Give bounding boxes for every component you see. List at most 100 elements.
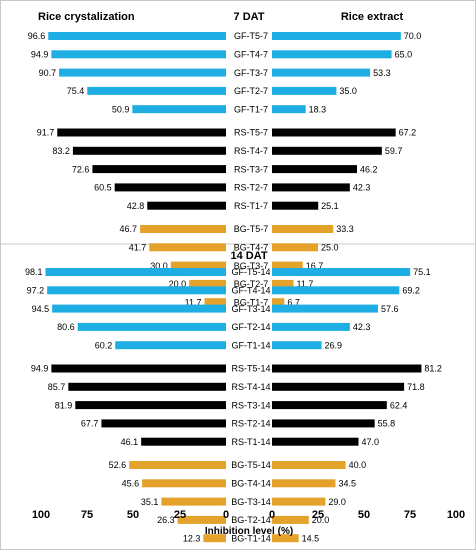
value-label-right: 34.5 (338, 479, 356, 489)
bar-right (272, 68, 371, 77)
category-label: BG-T3-7 (234, 261, 269, 271)
value-label-right: 75.1 (413, 267, 431, 277)
bar-right (272, 341, 322, 350)
value-label-right: 6.7 (287, 297, 300, 307)
bars-layer: GF-T5-7 96.6 70.0 GF-T4-7 94.9 65.0 GF-T3-7 90.… (25, 31, 442, 543)
bar-right (272, 268, 411, 276)
bar-right (272, 128, 396, 137)
value-label-left: 50.9 (112, 104, 130, 114)
bar-left (72, 146, 226, 155)
value-label-right: 35.0 (339, 86, 357, 96)
value-label-right: 25.0 (321, 243, 339, 253)
bar-right (272, 201, 319, 210)
bar-right (272, 322, 350, 331)
category-label: GF-T4-14 (231, 286, 270, 296)
x-tick-right: 50 (358, 509, 370, 521)
x-axis-right: 0 25 50 75 100 (269, 509, 465, 521)
category-label: GF-T1-14 (231, 340, 270, 350)
x-tick-right: 100 (447, 509, 465, 521)
category-label: RS-T5-7 (234, 128, 268, 138)
value-label-right: 16.7 (306, 261, 324, 271)
value-label-right: 62.4 (390, 400, 408, 410)
bar-left (115, 341, 226, 350)
bar-left (51, 364, 226, 373)
bar-right (272, 86, 337, 95)
value-label-right: 53.3 (373, 68, 391, 78)
value-label-right: 40.0 (349, 460, 367, 470)
value-label-left: 98.1 (25, 267, 43, 277)
value-label-right: 57.6 (381, 304, 399, 314)
category-label: RS-T2-7 (234, 183, 268, 193)
category-label: GF-T3-7 (234, 68, 268, 78)
bar-left (141, 437, 226, 446)
bar-left (204, 298, 226, 307)
value-label-left: 46.1 (121, 437, 139, 447)
value-label-left: 45.6 (122, 479, 140, 489)
value-label-right: 55.8 (378, 419, 396, 429)
value-label-right: 11.7 (297, 279, 314, 289)
bar-left (75, 401, 226, 410)
value-label-left: 81.9 (55, 400, 73, 410)
bar-left (142, 479, 226, 488)
bar-left (87, 86, 226, 95)
bar-left (45, 268, 226, 276)
panel-title-14dat: 14 DAT (230, 250, 267, 262)
bar-right (272, 105, 306, 114)
bar-left (51, 50, 226, 59)
bar-right (272, 50, 392, 59)
category-label: GF-T1-7 (234, 104, 268, 114)
value-label-left: 60.2 (95, 340, 113, 350)
left-header: Rice crystalization (38, 11, 135, 23)
value-label-right: 26.9 (324, 340, 342, 350)
value-label-right: 42.3 (353, 322, 371, 332)
value-label-right: 71.8 (407, 382, 425, 392)
bar-left (59, 68, 226, 77)
bar-right (272, 534, 299, 543)
x-tick-right: 0 (269, 509, 275, 521)
value-label-right: 65.0 (395, 50, 413, 60)
bar-left (47, 286, 226, 295)
value-label-left: 72.6 (72, 164, 90, 174)
value-label-left: 26.3 (157, 515, 175, 525)
category-label: GF-T4-7 (234, 50, 268, 60)
category-label: RS-T2-14 (231, 419, 270, 429)
value-label-right: 67.2 (399, 128, 417, 138)
value-label-left: 20.0 (169, 279, 187, 289)
bar-left (57, 128, 226, 137)
bar-right (272, 401, 387, 410)
value-label-left: 42.8 (127, 201, 145, 211)
value-label-left: 97.2 (27, 286, 45, 296)
value-label-left: 83.2 (52, 146, 70, 156)
bar-right (272, 419, 375, 428)
x-axis-label: Inhibition level (%) (205, 526, 293, 537)
bar-right (272, 243, 318, 252)
value-label-right: 14.5 (302, 533, 320, 543)
value-label-left: 12.3 (183, 533, 201, 543)
bar-right (272, 286, 400, 295)
bar-left (52, 304, 227, 313)
bar-left (92, 165, 226, 174)
category-label: BG-T4-7 (234, 243, 269, 253)
bar-right (272, 32, 401, 40)
x-tick-right: 25 (312, 509, 324, 521)
value-label-left: 30.0 (150, 261, 168, 271)
value-label-left: 67.7 (81, 419, 99, 429)
value-label-left: 80.6 (57, 322, 75, 332)
bar-right (272, 515, 309, 524)
value-label-right: 81.2 (424, 364, 442, 374)
value-label-left: 94.9 (31, 364, 49, 374)
value-label-right: 20.0 (312, 515, 330, 525)
value-label-left: 90.7 (39, 68, 57, 78)
value-label-left: 46.7 (120, 224, 138, 234)
bar-left (161, 497, 226, 506)
category-label: BG-T5-14 (231, 460, 271, 470)
value-label-right: 29.0 (328, 497, 346, 507)
value-label-left: 41.7 (129, 243, 147, 253)
bar-right (272, 364, 422, 373)
value-label-right: 70.0 (404, 31, 422, 41)
bar-left (132, 105, 226, 114)
x-tick-left: 50 (127, 509, 139, 521)
panel-title-7dat: 7 DAT (234, 11, 265, 23)
category-label: GF-T5-7 (234, 31, 268, 41)
